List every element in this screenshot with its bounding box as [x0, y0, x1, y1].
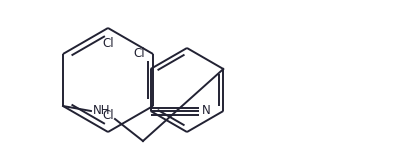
- Text: Cl: Cl: [134, 47, 145, 60]
- Text: N: N: [202, 104, 211, 117]
- Text: Cl: Cl: [102, 37, 114, 50]
- Text: NH: NH: [93, 104, 110, 117]
- Text: Cl: Cl: [102, 109, 114, 122]
